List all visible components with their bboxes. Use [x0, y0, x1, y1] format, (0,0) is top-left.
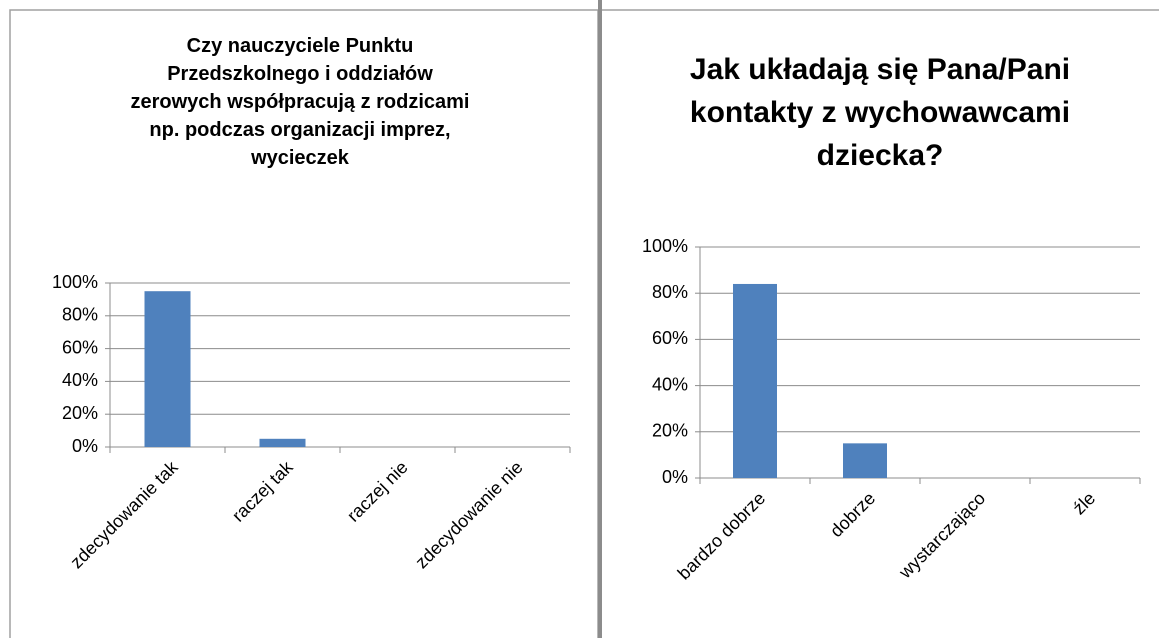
x-tick-label: dobrze: [826, 488, 879, 541]
chart-title: Jak układają się Pana/Pani kontakty z wy…: [689, 53, 1071, 172]
chart-title: Czy nauczyciele Punktu Przedszkolnego i …: [130, 35, 470, 169]
y-tick-label: 0%: [662, 467, 688, 487]
x-tick-label: raczej nie: [343, 457, 412, 526]
x-tick-label: bardzo dobrze: [674, 488, 770, 584]
x-tick-label: źle: [1069, 488, 1099, 518]
y-tick-label: 0%: [72, 436, 98, 456]
y-tick-label: 20%: [62, 403, 98, 423]
bar: [144, 291, 191, 447]
bar: [733, 283, 777, 478]
y-tick-label: 20%: [652, 421, 688, 441]
y-tick-label: 80%: [62, 305, 98, 325]
y-tick-label: 100%: [642, 236, 688, 256]
bar: [259, 438, 306, 447]
bar: [843, 443, 887, 478]
y-tick-label: 80%: [652, 282, 688, 302]
x-tick-label: wystarczająco: [894, 488, 989, 583]
x-tick-label: zdecydowanie tak: [66, 456, 182, 572]
y-tick-label: 100%: [52, 272, 98, 292]
y-tick-label: 60%: [62, 337, 98, 357]
panel-divider: [598, 0, 602, 638]
x-tick-label: raczej tak: [228, 456, 297, 525]
y-tick-label: 40%: [652, 374, 688, 394]
y-tick-label: 40%: [62, 370, 98, 390]
y-tick-label: 60%: [652, 328, 688, 348]
x-tick-label: zdecydowanie nie: [411, 457, 526, 572]
